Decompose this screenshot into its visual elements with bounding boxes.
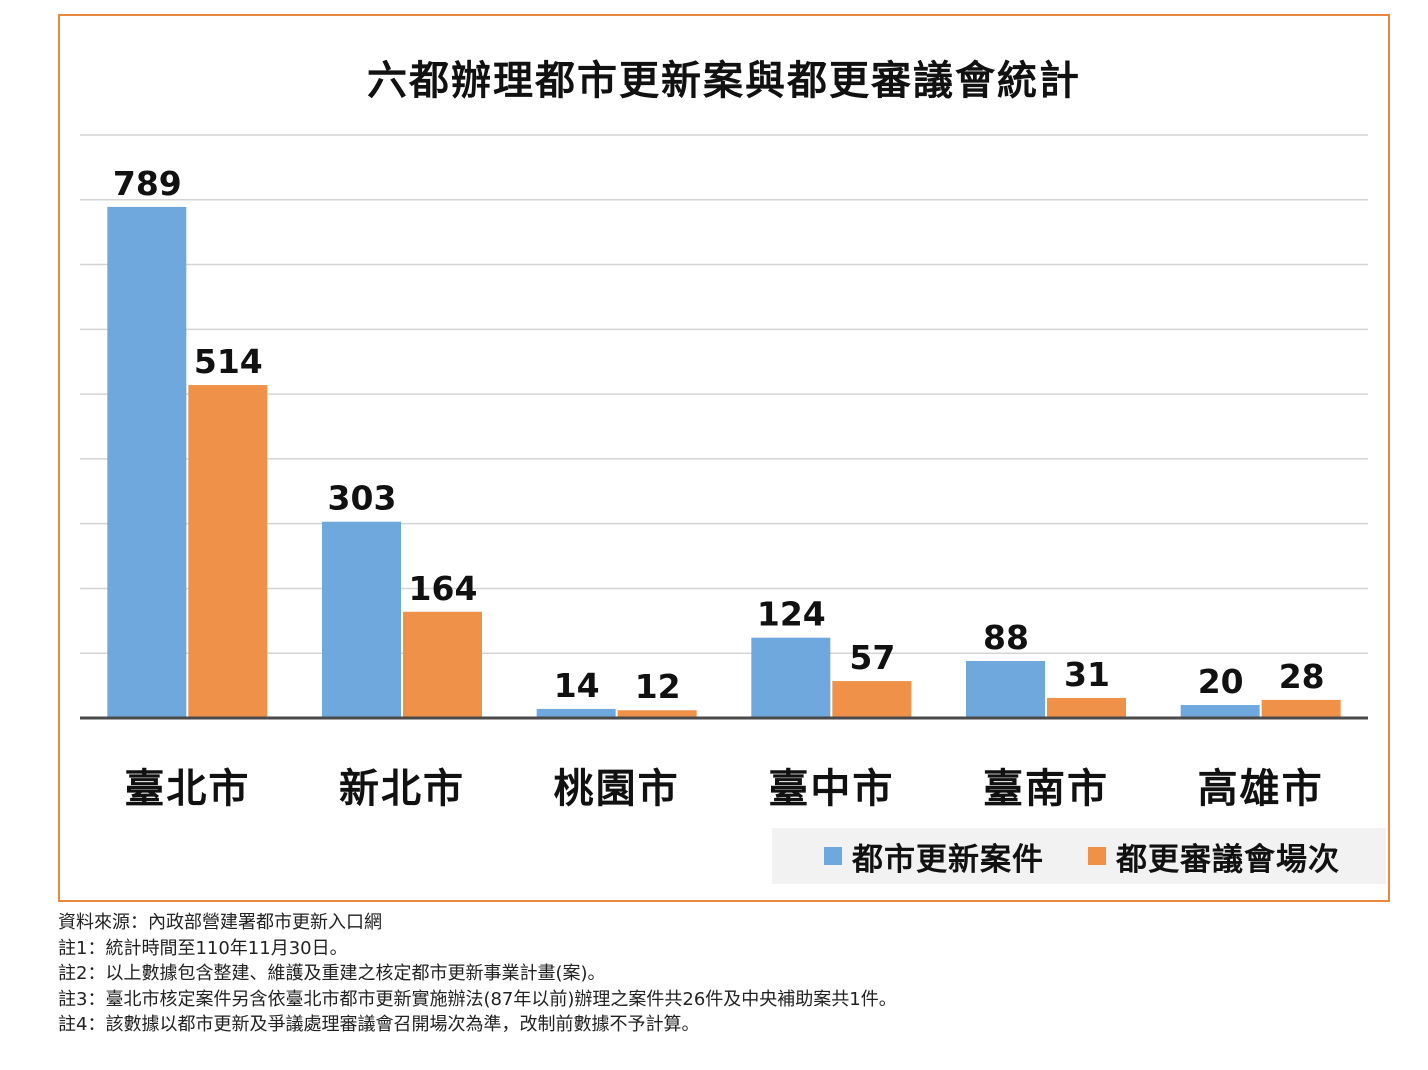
bar-cases	[966, 660, 1045, 718]
data-label: 12	[635, 667, 681, 706]
legend-label: 都更審議會場次	[1116, 841, 1340, 878]
footnote-2: 註2：以上數據包含整建、維護及重建之核定都市更新事業計畫(案)。	[58, 963, 606, 984]
footnote-4: 註4：該數據以都市更新及爭議處理審議會召開場次為準，改制前數據不予計算。	[58, 1014, 700, 1035]
bar-chart: 78951430316414 12124578831 20 28 臺北市 新北市 桃園市臺…	[80, 134, 1368, 812]
data-label: 31	[1064, 655, 1110, 694]
bar-meetings	[1047, 697, 1126, 718]
legend-swatch-orange	[1088, 847, 1106, 865]
data-label: 789	[113, 164, 182, 203]
footnotes: 資料來源：內政部營建署都市更新入口網 註1：統計時間至110年11月30日。 註…	[58, 910, 1358, 1038]
bar-cases	[322, 521, 401, 718]
data-label: 303	[328, 479, 397, 518]
category-label: 臺北市	[124, 766, 250, 812]
category-label: 新北市	[339, 766, 465, 812]
bar-cases	[107, 206, 187, 719]
category-label: 臺中市	[768, 766, 894, 812]
footnote-1: 註1：統計時間至110年11月30日。	[58, 937, 348, 959]
footnote-3: 註3：臺北市核定案件另含依臺北市都市更新實施辦法(87年以前)辦理之案件共26件…	[58, 988, 897, 1010]
legend-item-review-meetings: 都更審議會場次	[1088, 834, 1340, 879]
data-label: 164	[409, 569, 478, 608]
source-note: 資料來源：內政部營建署都市更新入口網	[58, 912, 382, 933]
data-label: 20	[1198, 662, 1244, 701]
data-label: 514	[194, 342, 263, 381]
category-labels: 臺北市 新北市 桃園市 臺中市 臺南市 高雄市	[124, 766, 1324, 812]
data-label: 14	[554, 666, 600, 705]
data-label: 88	[983, 618, 1029, 657]
bar-cases	[1180, 705, 1260, 718]
bar-meetings	[403, 611, 482, 718]
bar-cases	[536, 708, 616, 718]
category-label: 高雄市	[1198, 766, 1324, 812]
category-label: 臺南市	[983, 766, 1109, 812]
bars	[107, 206, 1341, 719]
data-label: 57	[849, 638, 895, 677]
bar-cases	[751, 637, 831, 718]
gridlines	[80, 134, 1368, 654]
chart-title: 六都辦理都市更新案與都更審議會統計	[367, 58, 1081, 104]
bar-meetings	[1261, 699, 1341, 718]
legend-label: 都市更新案件	[852, 841, 1044, 878]
category-label: 桃園市	[554, 766, 680, 812]
data-label: 124	[757, 595, 826, 634]
chart-frame	[58, 14, 1390, 902]
bar-meetings	[188, 385, 268, 718]
legend-item-urban-renewal-cases: 都市更新案件	[824, 834, 1044, 879]
bar-meetings	[832, 681, 912, 718]
legend-swatch-blue	[824, 847, 842, 865]
data-label: 28	[1279, 657, 1325, 696]
data-labels: 789 514 303 164 14 12 124 57 88 31 20 28	[113, 164, 1325, 706]
legend: 都市更新案件 都更審議會場次	[772, 828, 1386, 884]
bar-meetings	[617, 710, 697, 718]
